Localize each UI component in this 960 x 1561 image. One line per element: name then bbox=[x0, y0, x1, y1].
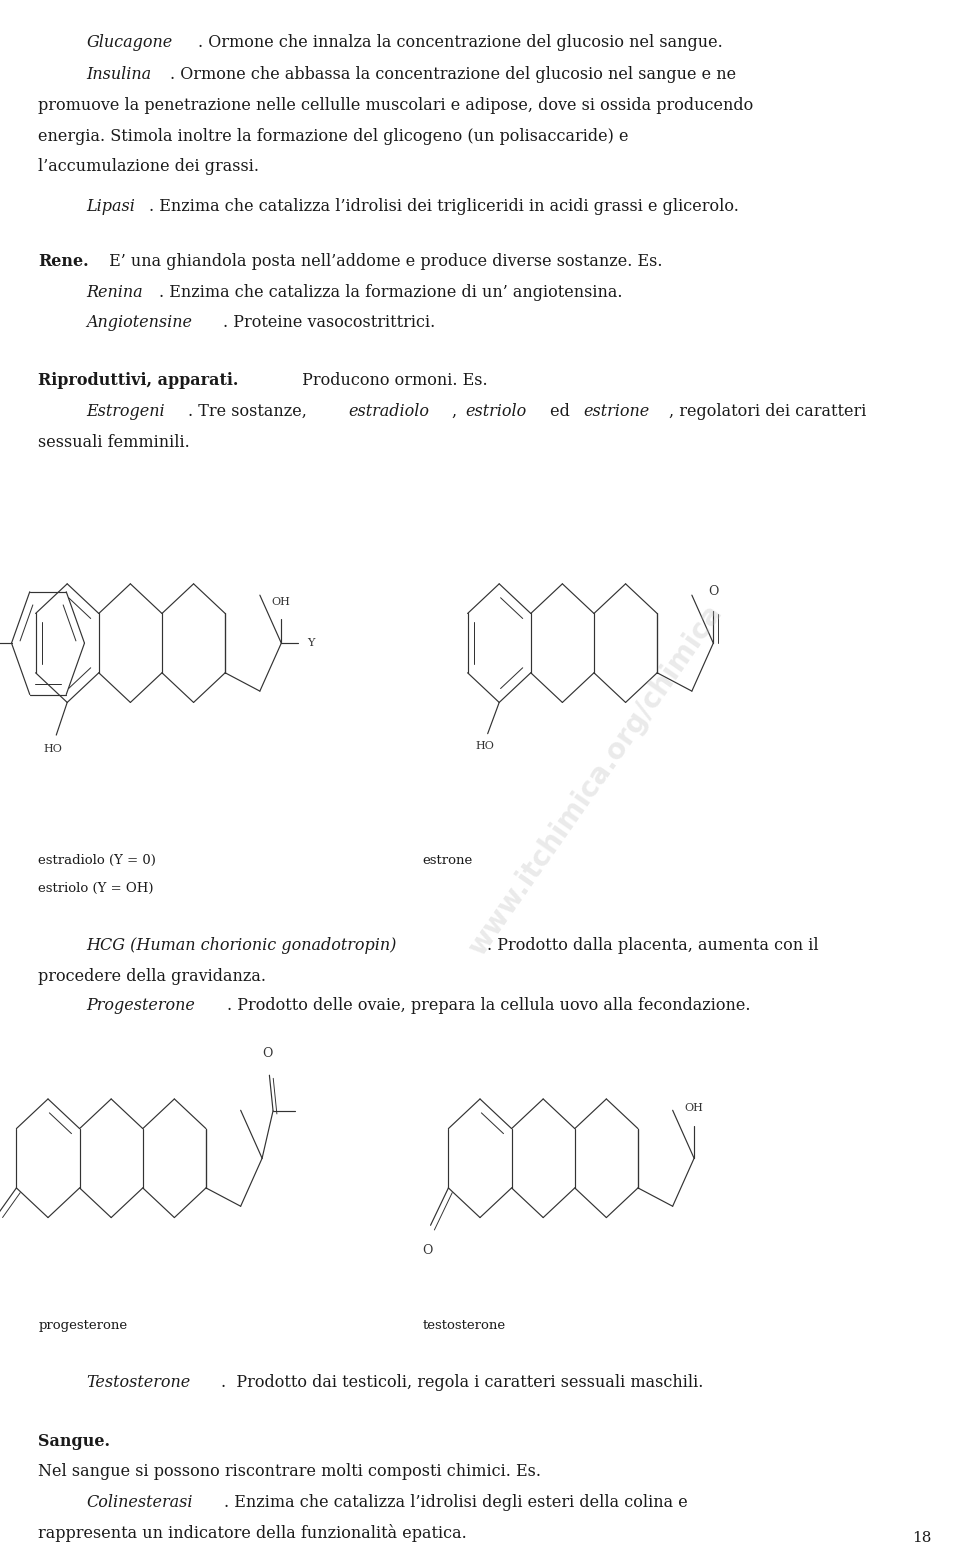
Text: Nel sangue si possono riscontrare molti composti chimici. Es.: Nel sangue si possono riscontrare molti … bbox=[38, 1463, 541, 1480]
Text: Glucagone: Glucagone bbox=[86, 34, 173, 52]
Text: estrione: estrione bbox=[584, 403, 650, 420]
Text: testosterone: testosterone bbox=[422, 1319, 506, 1332]
Text: Riproduttivi, apparati.: Riproduttivi, apparati. bbox=[38, 372, 239, 389]
Text: Y: Y bbox=[307, 638, 315, 648]
Text: HO: HO bbox=[43, 745, 62, 754]
Text: . Proteine vasocostrittrici.: . Proteine vasocostrittrici. bbox=[223, 314, 436, 331]
Text: www.itchimica.org/chimica: www.itchimica.org/chimica bbox=[463, 599, 728, 962]
Text: . Prodotto delle ovaie, prepara la cellula uovo alla fecondazione.: . Prodotto delle ovaie, prepara la cellu… bbox=[227, 997, 751, 1015]
Text: . Enzima che catalizza la formazione di un’ angiotensina.: . Enzima che catalizza la formazione di … bbox=[159, 284, 623, 301]
Text: HCG (Human chorionic gonadotropin): HCG (Human chorionic gonadotropin) bbox=[86, 937, 396, 954]
Text: ,: , bbox=[452, 403, 463, 420]
Text: progesterone: progesterone bbox=[38, 1319, 128, 1332]
Text: Sangue.: Sangue. bbox=[38, 1433, 110, 1450]
Text: Angiotensine: Angiotensine bbox=[86, 314, 192, 331]
Text: Estrogeni: Estrogeni bbox=[86, 403, 165, 420]
Text: Rene.: Rene. bbox=[38, 253, 89, 270]
Text: Testosterone: Testosterone bbox=[86, 1374, 191, 1391]
Text: Renina: Renina bbox=[86, 284, 143, 301]
Text: . Enzima che catalizza l’idrolisi dei trigliceridi in acidi grassi e glicerolo.: . Enzima che catalizza l’idrolisi dei tr… bbox=[150, 198, 739, 215]
Text: OH: OH bbox=[272, 596, 291, 607]
Text: estriolo (Y = OH): estriolo (Y = OH) bbox=[38, 882, 154, 894]
Text: . Ormone che innalza la concentrazione del glucosio nel sangue.: . Ormone che innalza la concentrazione d… bbox=[198, 34, 723, 52]
Text: rappresenta un indicatore della funzionalità epatica.: rappresenta un indicatore della funziona… bbox=[38, 1524, 468, 1542]
Text: . Prodotto dalla placenta, aumenta con il: . Prodotto dalla placenta, aumenta con i… bbox=[487, 937, 819, 954]
Text: estradiolo: estradiolo bbox=[348, 403, 429, 420]
Text: estradiolo (Y = 0): estradiolo (Y = 0) bbox=[38, 854, 156, 866]
Text: Insulina: Insulina bbox=[86, 66, 152, 83]
Text: E’ una ghiandola posta nell’addome e produce diverse sostanze. Es.: E’ una ghiandola posta nell’addome e pro… bbox=[104, 253, 662, 270]
Text: estriolo: estriolo bbox=[466, 403, 527, 420]
Text: estrone: estrone bbox=[422, 854, 472, 866]
Text: . Ormone che abbassa la concentrazione del glucosio nel sangue e ne: . Ormone che abbassa la concentrazione d… bbox=[171, 66, 736, 83]
Text: . Tre sostanze,: . Tre sostanze, bbox=[188, 403, 312, 420]
Text: . Enzima che catalizza l’idrolisi degli esteri della colina e: . Enzima che catalizza l’idrolisi degli … bbox=[224, 1494, 687, 1511]
Text: O: O bbox=[422, 1244, 433, 1257]
Text: , regolatori dei caratteri: , regolatori dei caratteri bbox=[669, 403, 866, 420]
Text: OH: OH bbox=[684, 1104, 704, 1113]
Text: l’accumulazione dei grassi.: l’accumulazione dei grassi. bbox=[38, 158, 259, 175]
Text: procedere della gravidanza.: procedere della gravidanza. bbox=[38, 968, 266, 985]
Text: Progesterone: Progesterone bbox=[86, 997, 195, 1015]
Text: energia. Stimola inoltre la formazione del glicogeno (un polisaccaride) e: energia. Stimola inoltre la formazione d… bbox=[38, 128, 629, 145]
Text: 18: 18 bbox=[912, 1531, 931, 1545]
Text: .  Prodotto dai testicoli, regola i caratteri sessuali maschili.: . Prodotto dai testicoli, regola i carat… bbox=[221, 1374, 704, 1391]
Text: promuove la penetrazione nelle cellulle muscolari e adipose, dove si ossida prod: promuove la penetrazione nelle cellulle … bbox=[38, 97, 754, 114]
Text: Colinesterasi: Colinesterasi bbox=[86, 1494, 193, 1511]
Text: Producono ormoni. Es.: Producono ormoni. Es. bbox=[297, 372, 488, 389]
Text: Lipasi: Lipasi bbox=[86, 198, 135, 215]
Text: sessuali femminili.: sessuali femminili. bbox=[38, 434, 190, 451]
Text: HO: HO bbox=[475, 741, 494, 751]
Text: O: O bbox=[708, 585, 718, 598]
Text: ed: ed bbox=[544, 403, 575, 420]
Text: O: O bbox=[262, 1046, 273, 1060]
